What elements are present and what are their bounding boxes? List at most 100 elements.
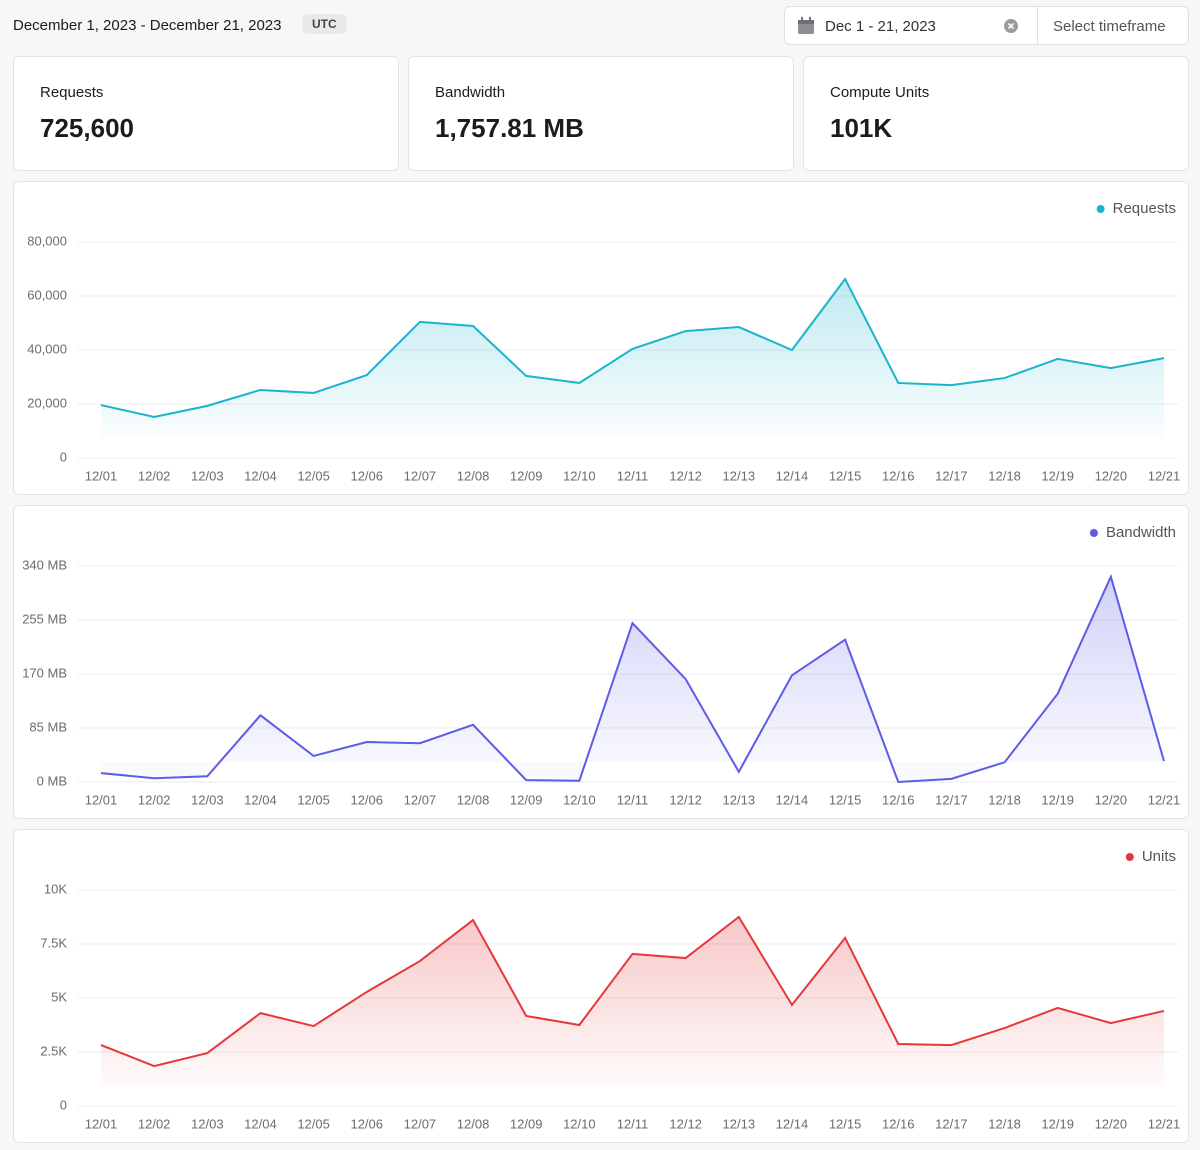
x-tick-label: 12/06 [350, 468, 383, 483]
x-tick-label: 12/03 [191, 1116, 224, 1131]
x-tick-label: 12/18 [988, 468, 1021, 483]
x-tick-label: 12/02 [138, 792, 171, 807]
clear-button[interactable] [1004, 19, 1018, 33]
legend-label: Requests [1113, 200, 1176, 217]
stat-label: Bandwidth [435, 84, 506, 101]
x-tick-label: 12/11 [617, 468, 649, 483]
x-tick-label: 12/16 [882, 1116, 915, 1131]
chart-card: 0 MB 85 MB 170 MB 255 MB 340 MB 12/01 12/02 12/… [13, 505, 1189, 819]
y-tick-label: 85 MB [29, 719, 67, 734]
stat-label: Compute Units [830, 84, 930, 101]
x-tick-label: 12/14 [776, 468, 809, 483]
legend-marker [1089, 529, 1098, 537]
x-tick-label: 12/21 [1148, 792, 1181, 807]
x-tick-label: 12/19 [1041, 792, 1074, 807]
x-tick-label: 12/18 [988, 1116, 1021, 1131]
y-tick-label: 170 MB [22, 665, 67, 680]
x-tick-label: 12/14 [776, 792, 809, 807]
date-range: December 1, 2023 - December 21, 2023 [13, 17, 282, 34]
date-picker[interactable]: Dec 1 - 21, 2023 Select timeframe [784, 6, 1189, 45]
chart: 0 2.5K 5K 7.5K 10K 12/01 12/02 12/03 12/04 12/05 1… [40, 848, 1181, 1131]
x-tick-label: 12/08 [457, 792, 490, 807]
x-tick-label: 12/12 [669, 792, 702, 807]
x-tick-label: 12/12 [669, 468, 702, 483]
y-tick-label: 340 MB [22, 557, 67, 572]
x-tick-label: 12/16 [882, 468, 915, 483]
x-tick-label: 12/08 [457, 1116, 490, 1131]
x-tick-label: 12/19 [1041, 1116, 1074, 1131]
line [100, 277, 1165, 418]
x-tick-label: 12/16 [882, 792, 915, 807]
legend-marker [1125, 853, 1134, 861]
x-tick-label: 12/11 [617, 792, 649, 807]
area [101, 917, 1164, 1086]
x-tick-label: 12/02 [138, 1116, 171, 1131]
x-tick-label: 12/15 [829, 1116, 862, 1131]
area [101, 278, 1164, 438]
x-tick-label: 12/10 [563, 1116, 596, 1131]
x-tick-label: 12/09 [510, 468, 543, 483]
x-tick-label: 12/05 [297, 1116, 330, 1131]
stat-card: Bandwidth 1,757.81 MB [408, 56, 794, 171]
y-tick-label: 20,000 [27, 395, 67, 410]
x-tick-label: 12/06 [350, 1116, 383, 1131]
x-tick-label: 12/14 [776, 1116, 809, 1131]
y-tick-label: 0 [60, 449, 67, 464]
stat-label: Requests [40, 84, 104, 101]
x-tick-label: 12/03 [191, 468, 224, 483]
calendar-icon [798, 17, 814, 34]
picker-value: Dec 1 - 21, 2023 [825, 18, 936, 35]
x-tick-label: 12/09 [510, 792, 543, 807]
stat-card: Requests 725,600 [13, 56, 399, 171]
y-tick-label: 40,000 [27, 341, 67, 356]
x-tick-label: 12/17 [935, 1116, 968, 1131]
x-tick-label: 12/03 [191, 792, 224, 807]
x-tick-label: 12/21 [1148, 1116, 1181, 1131]
x-tick-label: 12/05 [297, 792, 330, 807]
x-tick-label: 12/01 [85, 792, 118, 807]
y-tick-label: 255 MB [22, 611, 67, 626]
x-tick-label: 12/08 [457, 468, 490, 483]
divider [1037, 7, 1038, 44]
chart-card: 0 2.5K 5K 7.5K 10K 12/01 12/02 12/03 12/04 12/05 1… [13, 829, 1189, 1143]
x-tick-label: 12/21 [1148, 468, 1181, 483]
x-tick-label: 12/01 [85, 468, 118, 483]
chart-card: 0 20,000 40,000 60,000 80,000 12/01 12/02 12/03… [13, 181, 1189, 495]
x-tick-label: 12/15 [829, 792, 862, 807]
y-tick-label: 2.5K [40, 1043, 67, 1058]
x-tick-label: 12/04 [244, 468, 277, 483]
stat-value: 1,757.81 MB [435, 113, 584, 143]
legend: Units [1125, 848, 1176, 865]
legend-label: Units [1142, 848, 1176, 865]
x-tick-label: 12/15 [829, 468, 862, 483]
line [100, 915, 1165, 1068]
legend-marker [1096, 205, 1105, 213]
x-tick-label: 12/20 [1095, 468, 1128, 483]
stat-value: 101K [830, 113, 893, 143]
y-tick-label: 0 [60, 1097, 67, 1112]
x-tick-label: 12/13 [723, 1116, 756, 1131]
stat-value: 725,600 [40, 113, 134, 143]
x-tick-label: 12/07 [404, 792, 437, 807]
x-tick-label: 12/11 [617, 1116, 649, 1131]
x-tick-label: 12/20 [1095, 1116, 1128, 1131]
y-tick-label: 7.5K [40, 935, 67, 950]
y-tick-label: 10K [44, 881, 67, 896]
timeframe-button[interactable]: Select timeframe [1053, 18, 1166, 35]
x-tick-label: 12/04 [244, 792, 277, 807]
legend: Bandwidth [1089, 524, 1176, 541]
legend: Requests [1096, 200, 1176, 217]
x-tick-label: 12/13 [723, 468, 756, 483]
x-tick-label: 12/07 [404, 1116, 437, 1131]
x-tick-label: 12/04 [244, 1116, 277, 1131]
y-tick-label: 5K [51, 989, 67, 1004]
x-tick-label: 12/07 [404, 468, 437, 483]
x-tick-label: 12/17 [935, 468, 968, 483]
y-tick-label: 0 MB [37, 773, 67, 788]
x-tick-label: 12/01 [85, 1116, 118, 1131]
y-tick-label: 60,000 [27, 287, 67, 302]
area [101, 576, 1164, 782]
x-tick-label: 12/18 [988, 792, 1021, 807]
x-tick-label: 12/17 [935, 792, 968, 807]
